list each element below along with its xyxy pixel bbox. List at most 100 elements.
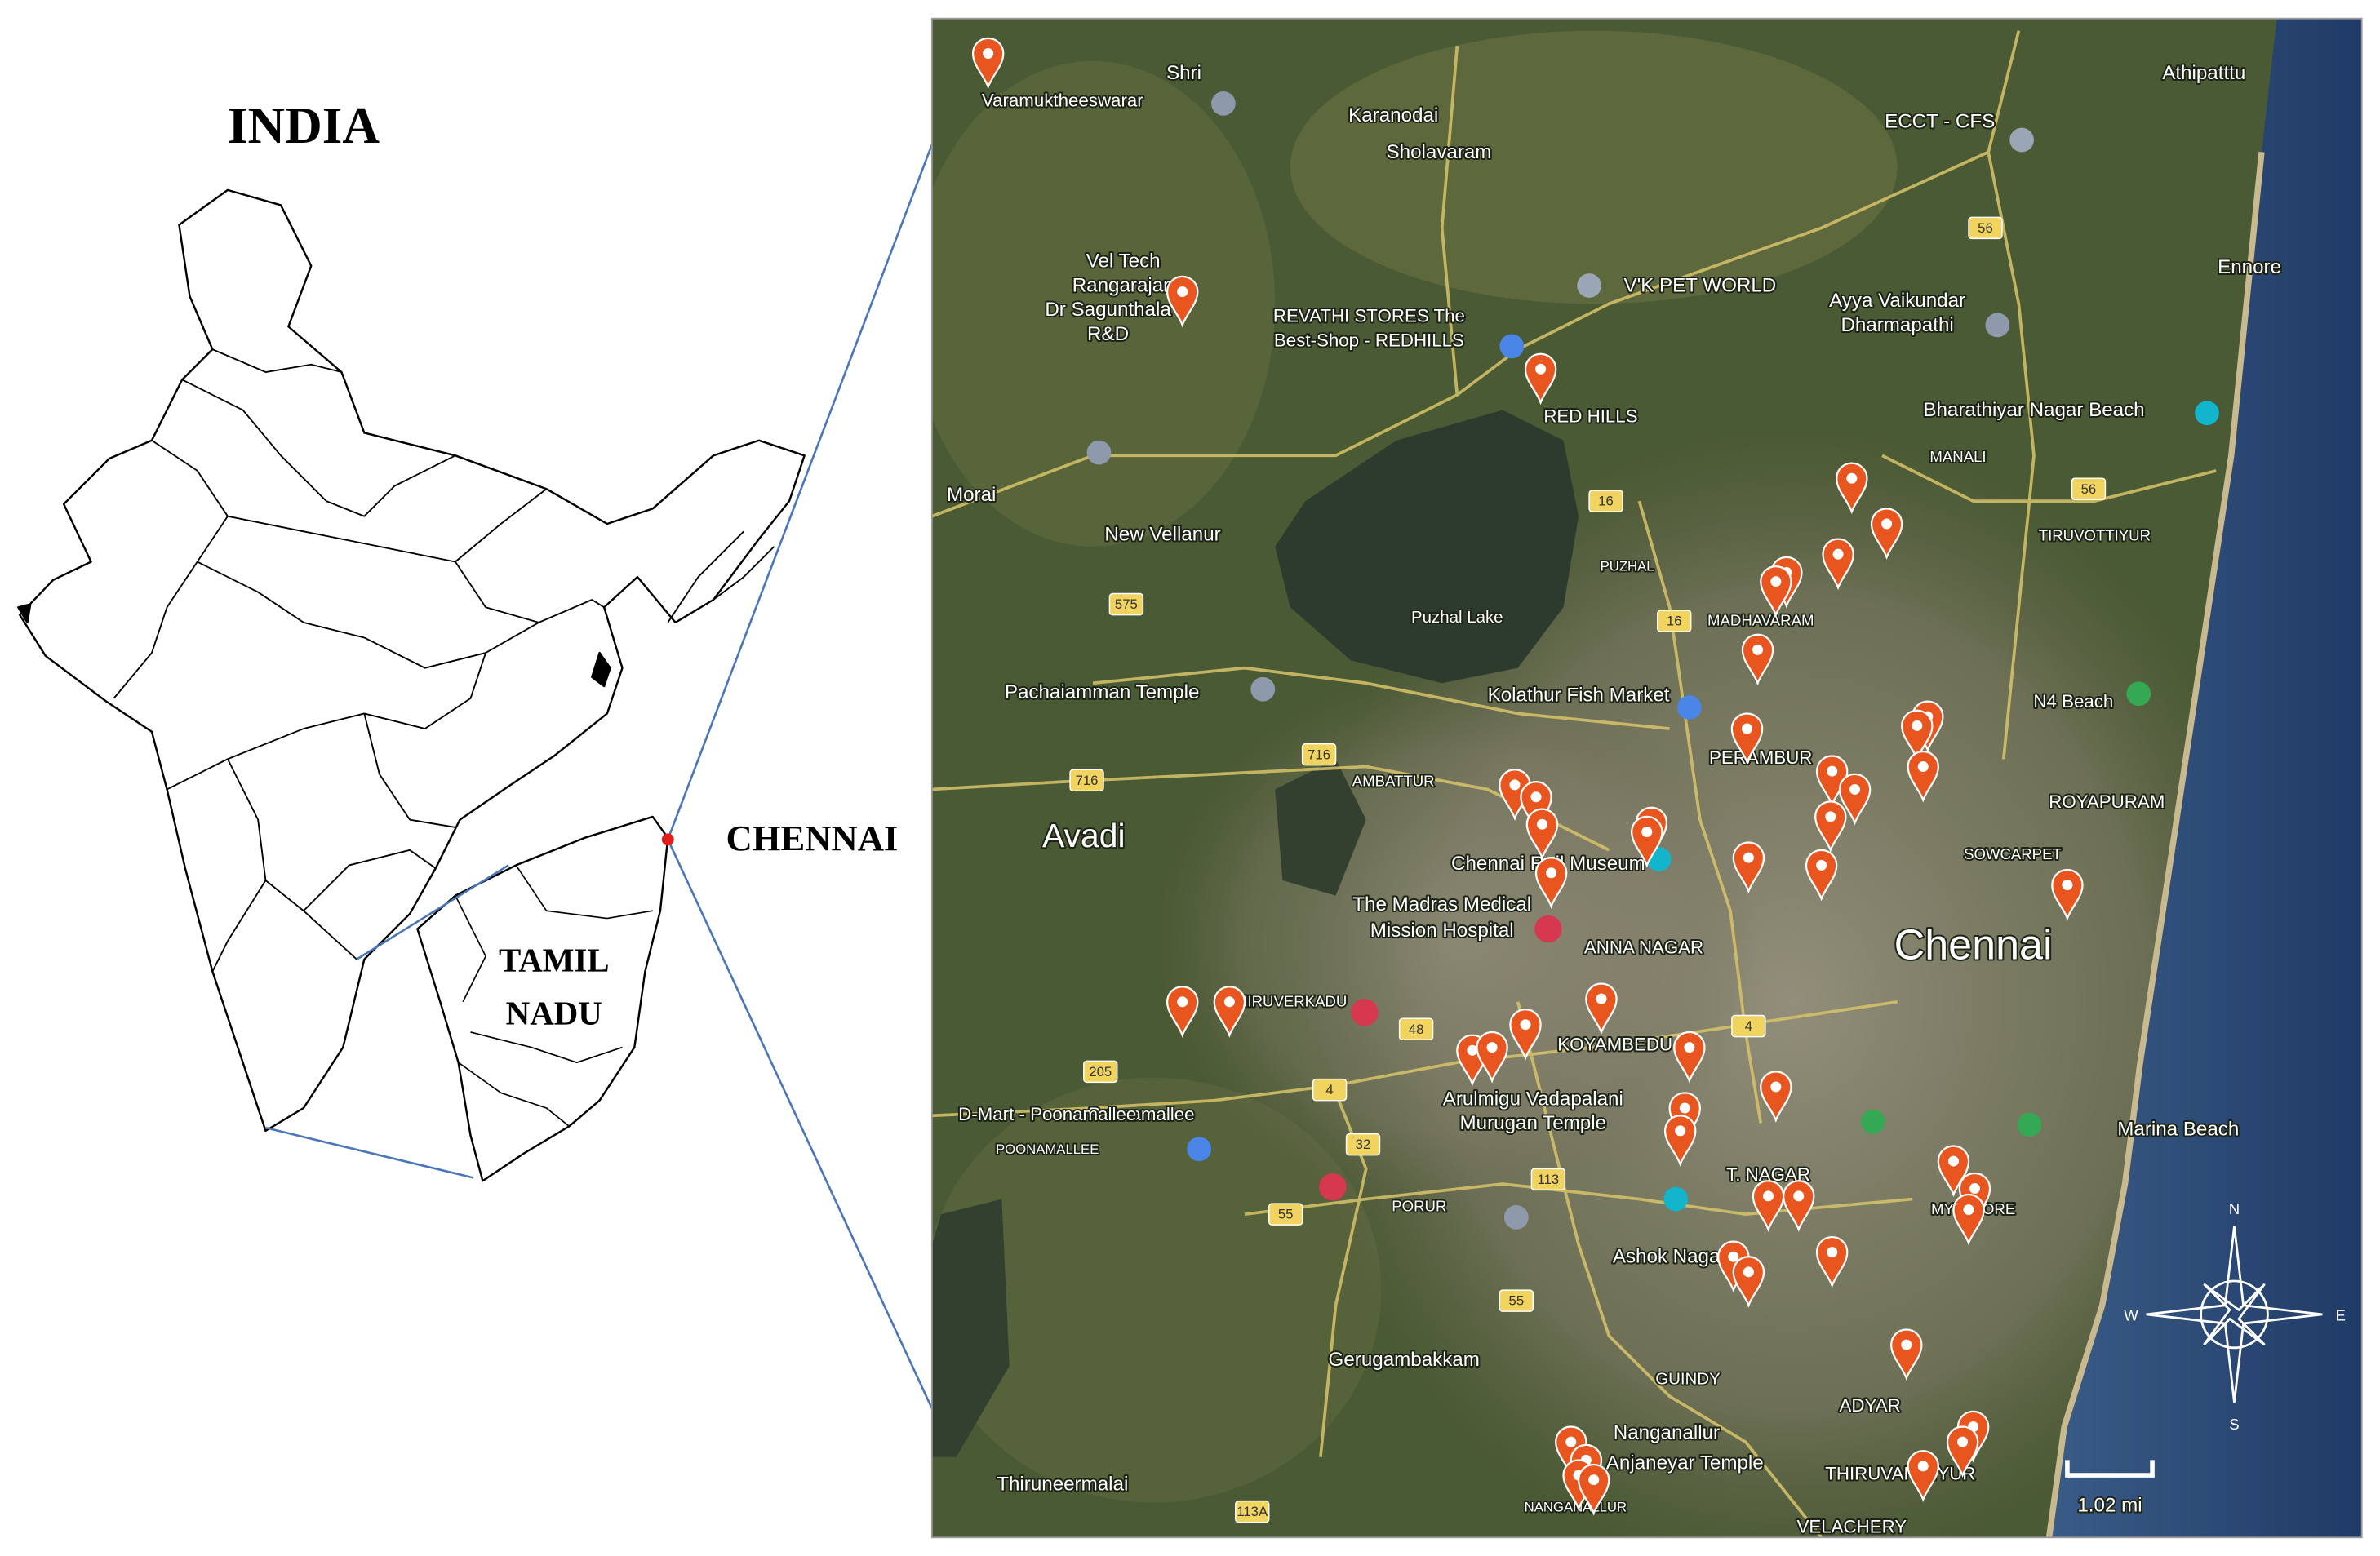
route-number: 575	[1115, 596, 1138, 612]
terrain-patch	[1290, 30, 1898, 304]
compass-rose: N S E W	[2124, 1200, 2346, 1433]
location-pin	[971, 37, 1005, 90]
location-pin	[1760, 1071, 1792, 1124]
chennai-dot	[661, 833, 674, 846]
map-label: The Madras Medical	[1352, 893, 1531, 915]
pin-dot	[1827, 765, 1838, 777]
sea	[2049, 18, 2362, 1538]
map-labels: Chennai Avadi RED HILLS ANNA NAGAR Puzhal La…	[945, 60, 2283, 1537]
location-pin	[1741, 633, 1774, 686]
location-pin	[1836, 462, 1868, 515]
map-label: THIRUVANMIYUR	[1825, 1464, 1975, 1484]
pin-body	[1673, 1031, 1706, 1084]
map-label: NANGANALLUR	[1525, 1500, 1627, 1515]
beach	[2045, 152, 2265, 1538]
pin-body	[1901, 709, 1934, 762]
location-pin	[1524, 352, 1557, 406]
lake	[1275, 759, 1366, 896]
route-number: 56	[2081, 481, 2097, 497]
location-pin	[1166, 275, 1199, 328]
school-icon	[1086, 440, 1112, 465]
compass-n: N	[2229, 1200, 2240, 1217]
location-pin	[1815, 1236, 1849, 1288]
connector	[667, 839, 934, 1409]
pin-body	[2051, 868, 2084, 921]
map-label: Poonamallee	[1088, 1104, 1194, 1124]
map-label: VELACHERY	[1796, 1517, 1907, 1537]
location-pin	[2051, 868, 2084, 921]
pin-dot	[1520, 1019, 1531, 1031]
compass-w: W	[2124, 1306, 2138, 1323]
map-label: N4 Beach	[2033, 691, 2113, 712]
pin-dot	[1684, 1042, 1695, 1053]
pin-body	[1760, 565, 1792, 618]
location-pin	[1509, 1009, 1542, 1061]
map-label: RED HILLS	[1543, 406, 1637, 426]
pin-dot	[1881, 518, 1893, 530]
pin-body	[1166, 275, 1199, 328]
route-shield	[1345, 1133, 1381, 1156]
route-shield	[1312, 1078, 1348, 1102]
location-pin	[1907, 750, 1939, 803]
map-label: AMBATTUR	[1352, 773, 1435, 790]
map-label: THIRUVERKADU	[1228, 992, 1348, 1009]
temple-icon	[1985, 313, 2010, 338]
pin-body	[1838, 773, 1872, 826]
pin-dot	[1912, 720, 1923, 731]
location-pin	[1631, 815, 1663, 868]
tamil-nadu-inset	[265, 144, 934, 1409]
map-icons	[1086, 91, 2219, 1230]
pin-dot	[1535, 363, 1547, 375]
india-outline	[18, 188, 806, 1133]
pin-body	[1524, 352, 1557, 406]
pin-dot	[1752, 644, 1764, 655]
location-pin	[1732, 1256, 1765, 1308]
museum-icon	[1663, 1186, 1688, 1212]
route-number: 32	[1356, 1137, 1371, 1152]
compass-ring	[2200, 1279, 2269, 1350]
pin-dot	[1588, 1474, 1600, 1486]
pin-dot	[1846, 472, 1858, 484]
connector	[667, 144, 934, 840]
pin-body	[1870, 508, 1903, 561]
pin-dot	[2062, 880, 2073, 891]
road	[1092, 666, 1670, 730]
pin-dot	[1223, 996, 1235, 1008]
place-icon	[2009, 127, 2034, 153]
map-label: ANNA NAGAR	[1584, 937, 1703, 957]
pin-body	[1534, 857, 1568, 909]
puzhal-lake	[1275, 410, 1579, 684]
route-number: 16	[1598, 494, 1614, 509]
route-shield	[1108, 592, 1144, 616]
location-pin	[1952, 1193, 1985, 1246]
location-pin	[1476, 1031, 1508, 1084]
park-icon	[2017, 1112, 2042, 1137]
west-dot	[17, 603, 32, 624]
map-label: Sholavaram	[1387, 141, 1492, 163]
scale-bar: 1.02 mi	[2065, 1460, 2155, 1518]
pin-body	[1663, 1115, 1697, 1167]
pin-body	[1752, 1180, 1785, 1232]
pin-dot	[1832, 548, 1844, 560]
pin-body	[1907, 750, 1939, 803]
route-shield	[1588, 490, 1623, 512]
pin-dot	[1770, 1081, 1782, 1093]
pin-body	[1213, 986, 1246, 1038]
pin-dot	[1536, 818, 1547, 830]
pin-dot	[1177, 996, 1188, 1008]
pin-body	[1890, 1328, 1923, 1381]
temple-icon	[1211, 91, 1236, 116]
map-label: V'K PET WORLD	[1623, 274, 1776, 296]
pin-body	[1783, 1180, 1815, 1232]
map-label: Ennore	[2218, 256, 2281, 278]
pin-dot	[1546, 867, 1557, 879]
road	[1440, 46, 1459, 396]
india-title: INDIA	[228, 97, 380, 154]
pin-body	[1814, 800, 1847, 853]
pin-body	[1525, 808, 1559, 861]
map-frame	[930, 17, 2363, 1539]
pin-dot	[1728, 1251, 1739, 1262]
pin-dot	[1467, 1044, 1478, 1056]
